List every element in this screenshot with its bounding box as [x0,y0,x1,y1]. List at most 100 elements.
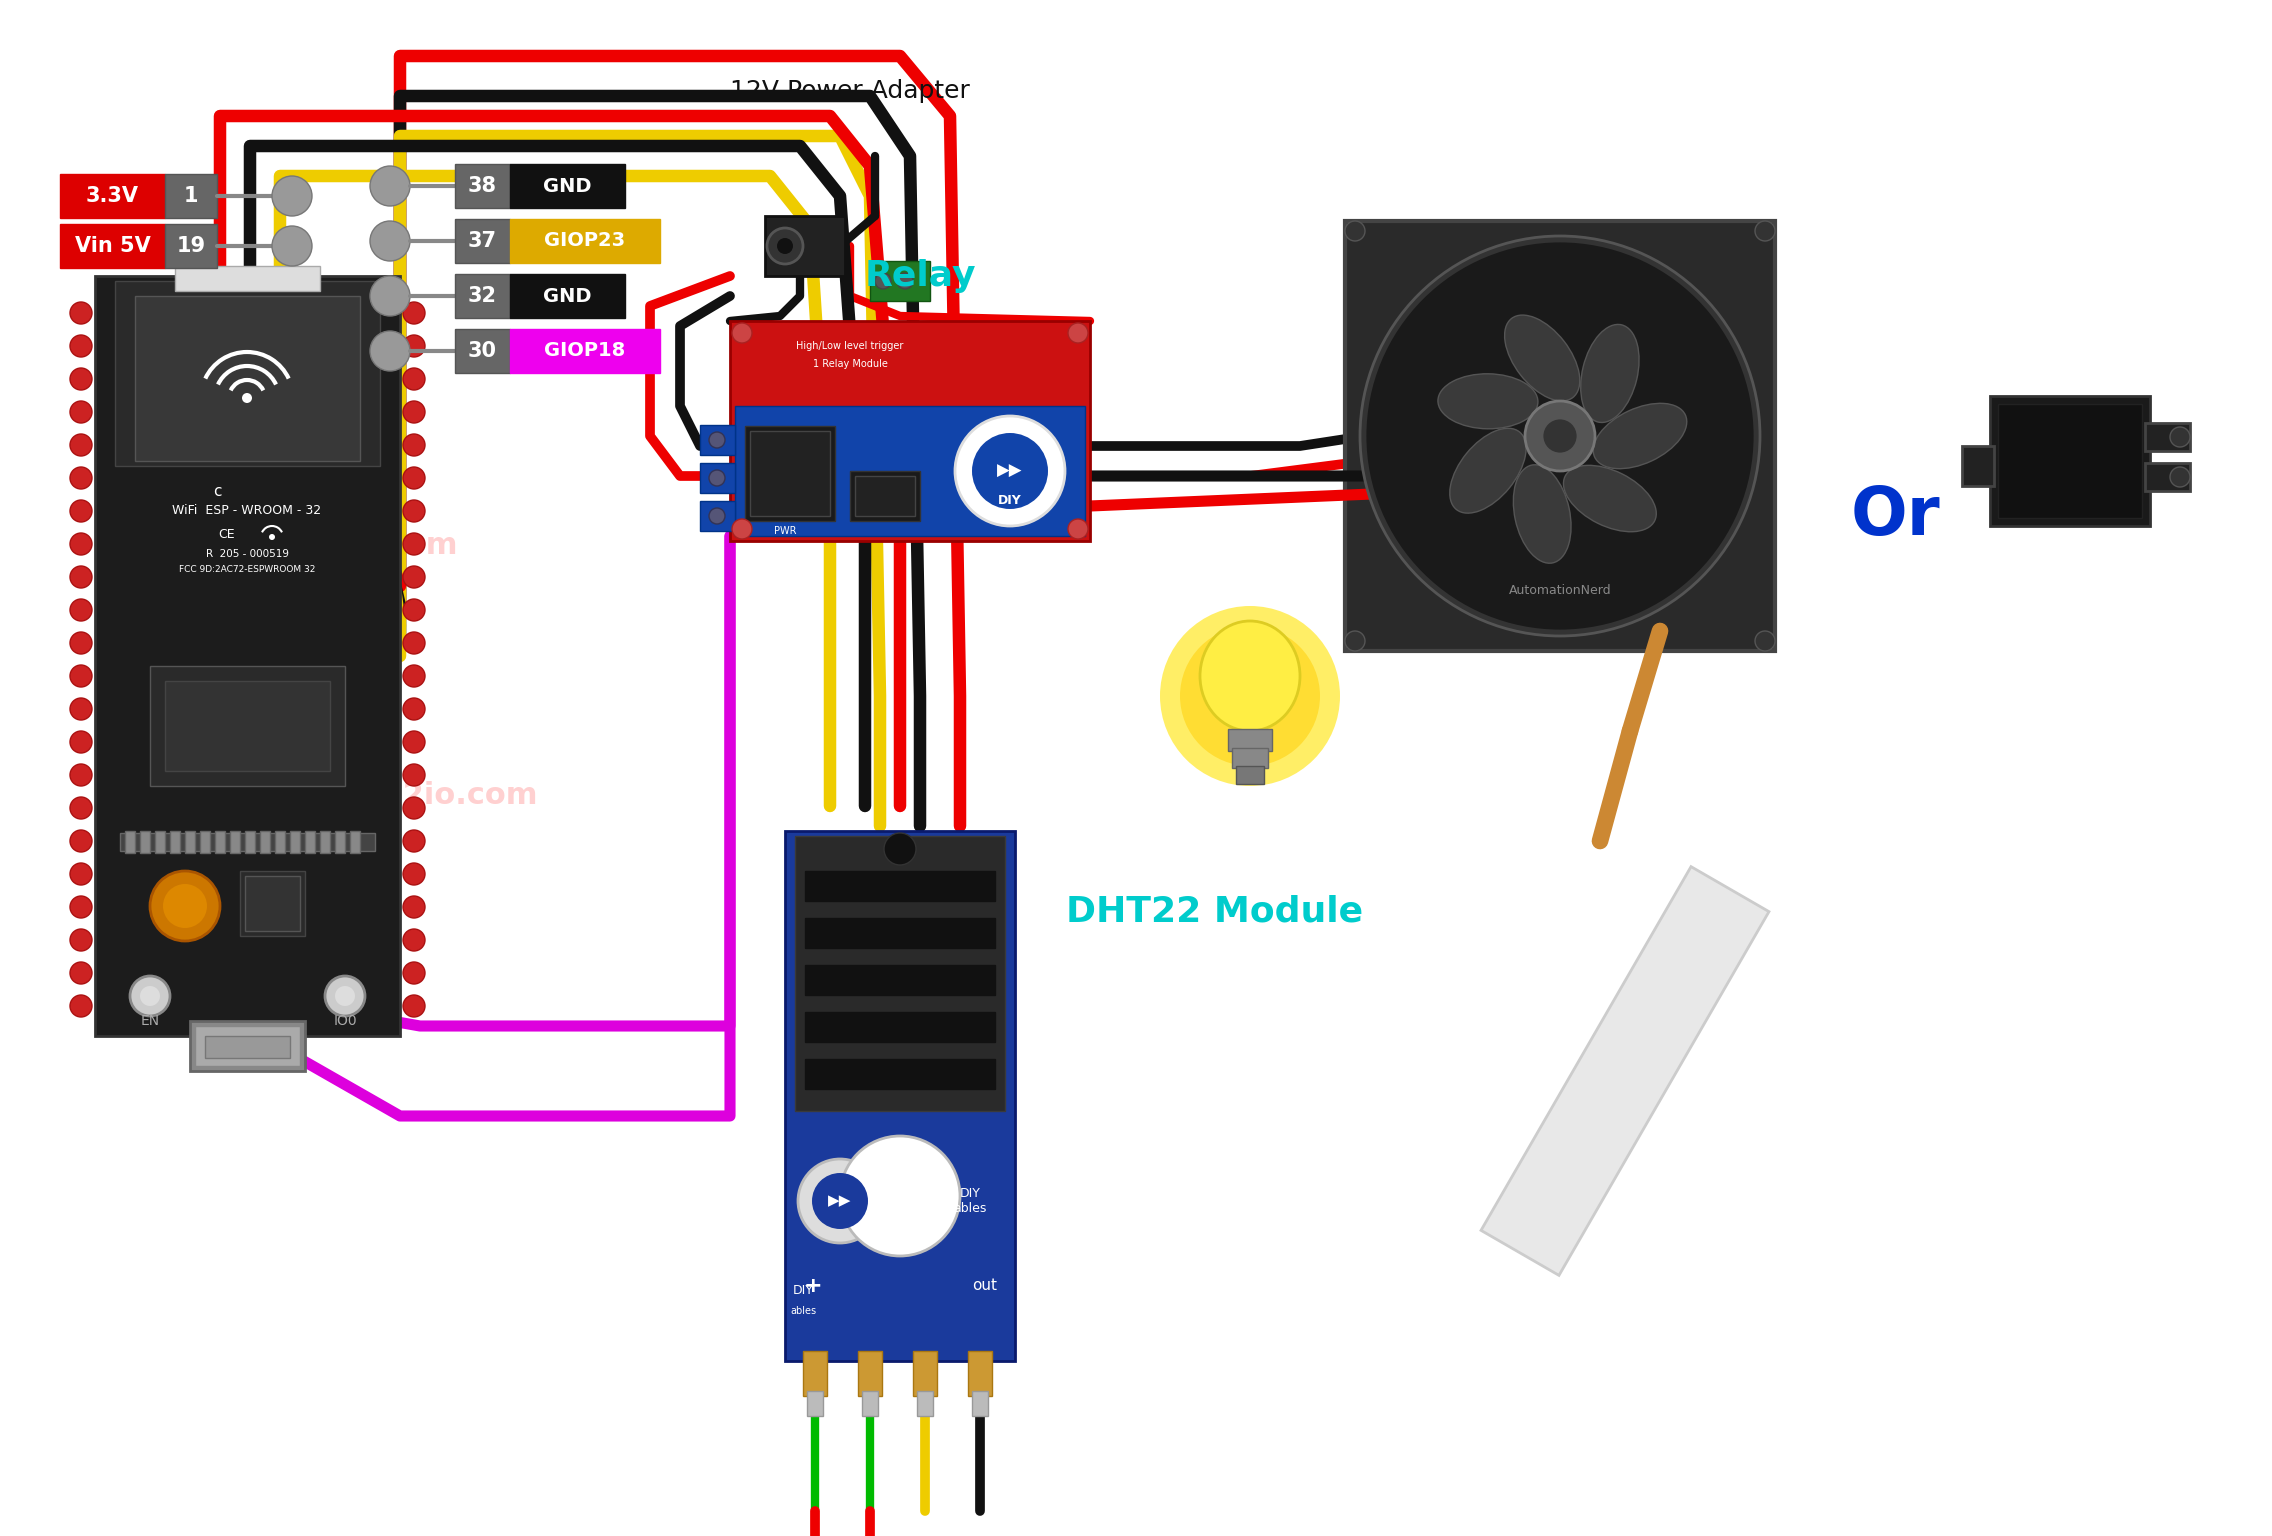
Bar [125,831,134,852]
Bar [1345,221,1774,651]
Circle shape [402,565,425,588]
Circle shape [954,416,1066,525]
Text: Relay: Relay [863,260,975,293]
Text: 12V Power Adapter: 12V Power Adapter [729,78,970,103]
Circle shape [402,697,425,720]
Bar [170,831,179,852]
Bar [509,273,625,318]
Bar [175,266,320,290]
Circle shape [70,665,91,687]
Circle shape [164,885,207,928]
Circle shape [402,863,425,885]
Bar [700,501,736,531]
Bar [700,462,736,493]
Bar [766,217,845,276]
Bar [304,831,316,852]
Bar [184,831,195,852]
Text: FCC 9D:2AC72-ESPWROOM 32: FCC 9D:2AC72-ESPWROOM 32 [179,565,316,574]
Bar [216,831,225,852]
Circle shape [70,763,91,786]
Circle shape [70,863,91,885]
Bar [509,220,659,263]
Circle shape [370,330,409,372]
Bar [786,831,1016,1361]
Bar [729,321,1091,541]
Circle shape [402,599,425,621]
Bar [968,1352,993,1396]
Bar [166,680,329,771]
Text: R  205 - 000519: R 205 - 000519 [204,548,289,559]
Bar [804,1012,995,1041]
Circle shape [70,631,91,654]
Circle shape [709,470,725,485]
Ellipse shape [1200,621,1300,731]
Circle shape [1068,519,1088,539]
Text: DHT22 Module: DHT22 Module [1066,894,1363,928]
Text: GIOP18: GIOP18 [545,341,625,361]
Circle shape [1754,631,1774,651]
Bar [95,276,400,1035]
Bar [204,1035,291,1058]
Ellipse shape [1513,465,1570,564]
Circle shape [841,1137,961,1256]
Circle shape [70,467,91,488]
Bar [454,329,509,373]
Bar [166,174,218,218]
Circle shape [1179,627,1320,766]
Text: 1 Relay Module: 1 Relay Module [813,359,888,369]
Bar [150,667,345,786]
Circle shape [402,829,425,852]
Circle shape [243,393,252,402]
Bar [195,1026,300,1066]
Ellipse shape [1581,324,1638,422]
Circle shape [130,975,170,1015]
Bar [2145,462,2190,492]
Circle shape [875,273,891,289]
Ellipse shape [1593,404,1686,468]
Bar [802,1352,827,1396]
Bar [2145,422,2190,452]
Circle shape [402,763,425,786]
Text: GIOP23: GIOP23 [545,232,625,250]
Bar [736,406,1086,536]
Text: ▶▶: ▶▶ [997,462,1022,479]
Circle shape [402,665,425,687]
Bar [509,164,625,207]
Ellipse shape [1563,465,1656,531]
Circle shape [402,929,425,951]
Circle shape [334,986,354,1006]
Circle shape [402,303,425,324]
Bar [1236,766,1263,783]
Text: ables: ables [995,511,1025,521]
Bar [166,224,218,267]
Text: DIY
ables: DIY ables [954,1187,986,1215]
Circle shape [70,501,91,522]
Text: 3.3V: 3.3V [86,186,139,206]
Text: DIY: DIY [997,495,1022,507]
Bar [320,831,329,852]
Circle shape [402,401,425,422]
Circle shape [709,432,725,449]
Circle shape [70,335,91,356]
Circle shape [732,519,752,539]
Circle shape [70,401,91,422]
Circle shape [70,731,91,753]
Circle shape [972,433,1047,508]
Text: WiFi  ESP - WROOM - 32: WiFi ESP - WROOM - 32 [173,504,323,518]
Text: ▶▶: ▶▶ [829,1193,852,1209]
Bar [154,831,166,852]
Bar [59,224,166,267]
Circle shape [811,1174,868,1229]
Bar [804,919,995,948]
Circle shape [884,833,916,865]
Circle shape [70,565,91,588]
Circle shape [70,797,91,819]
Text: CE: CE [218,527,236,541]
Circle shape [402,533,425,554]
Circle shape [1543,418,1579,455]
Bar [861,1392,877,1416]
Circle shape [768,227,802,264]
Circle shape [273,226,311,266]
Bar [1990,396,2149,525]
Circle shape [402,631,425,654]
